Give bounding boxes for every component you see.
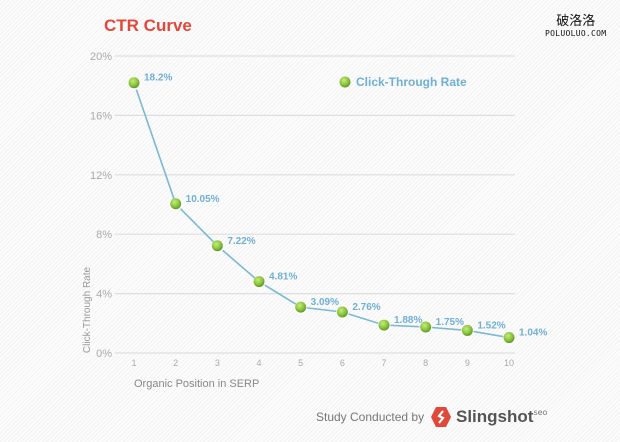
- data-label: 1.88%: [394, 315, 422, 326]
- x-axis-label: Organic Position in SERP: [134, 378, 259, 390]
- data-label: 2.76%: [352, 302, 380, 313]
- x-tick-label: 2: [173, 358, 178, 368]
- y-tick-label: 0%: [96, 348, 112, 360]
- data-point: [170, 198, 182, 210]
- brand-sup: seo: [533, 408, 548, 417]
- data-point: [128, 77, 140, 89]
- y-tick-label: 16%: [90, 110, 112, 122]
- data-label: 1.52%: [477, 320, 505, 331]
- chart-title: CTR Curve: [104, 16, 192, 35]
- y-tick-label: 8%: [96, 229, 112, 241]
- data-label: 10.05%: [186, 194, 220, 205]
- data-point: [461, 324, 473, 336]
- data-point: [336, 306, 348, 318]
- data-point: [253, 276, 265, 288]
- x-tick-label: 8: [423, 358, 428, 368]
- y-axis-label: Click-Through Rate: [82, 266, 93, 353]
- data-point: [503, 332, 515, 344]
- data-label: 1.04%: [519, 328, 547, 339]
- watermark-cn: 破洛洛: [556, 14, 596, 29]
- x-tick-label: 3: [215, 358, 220, 368]
- x-tick-label: 6: [340, 358, 345, 368]
- x-tick-label: 9: [465, 358, 470, 368]
- data-point: [295, 301, 307, 313]
- legend-label: Click-Through Rate: [356, 75, 467, 89]
- x-tick-label: 10: [504, 358, 514, 368]
- y-tick-label: 20%: [90, 51, 112, 63]
- data-point: [378, 319, 390, 331]
- watermark: 破洛洛 POLUOLUO.COM: [545, 10, 606, 38]
- series-line: [133, 82, 510, 339]
- slingshot-icon: [431, 407, 451, 427]
- y-tick-label: 12%: [90, 170, 112, 182]
- credit-text: Study Conducted by: [316, 410, 425, 424]
- data-label: 7.22%: [227, 236, 255, 247]
- data-label: 1.75%: [436, 317, 464, 328]
- x-tick-label: 4: [256, 358, 261, 368]
- slingshot-logo: Slingshot seo: [430, 406, 547, 428]
- x-tick-label: 1: [131, 358, 136, 368]
- data-label: 18.2%: [144, 73, 172, 84]
- legend-marker: [339, 76, 351, 88]
- brand-name: Slingshot: [456, 407, 534, 426]
- y-tick-label: 4%: [96, 289, 112, 301]
- data-point: [420, 321, 432, 333]
- data-point: [211, 240, 223, 252]
- data-label: 4.81%: [269, 272, 297, 283]
- x-tick-label: 5: [298, 358, 303, 368]
- data-label: 3.09%: [311, 297, 339, 308]
- x-tick-label: 7: [381, 358, 386, 368]
- watermark-en: POLUOLUO.COM: [545, 29, 607, 38]
